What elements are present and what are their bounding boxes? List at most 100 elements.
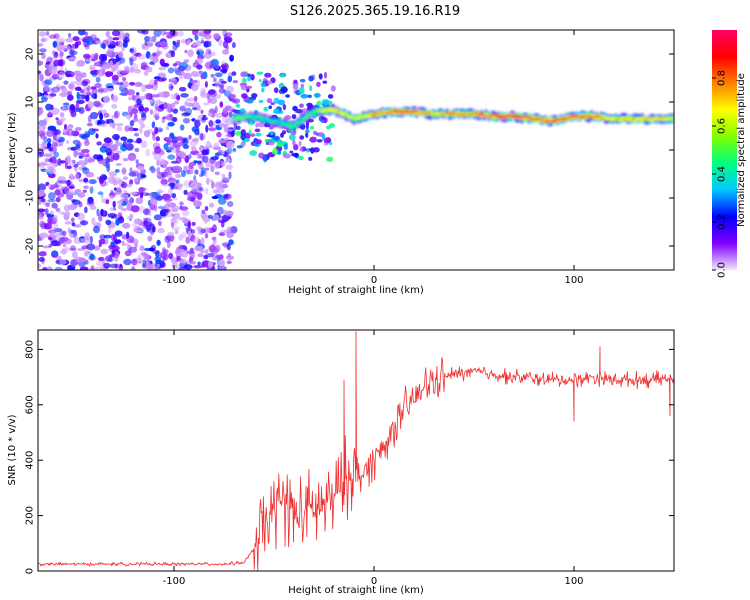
noise-blob xyxy=(144,45,149,51)
noise-blob xyxy=(221,173,226,179)
noise-blob xyxy=(195,152,202,157)
noise-blob xyxy=(44,79,53,86)
transition-blob xyxy=(321,133,326,141)
noise-blob xyxy=(170,85,174,89)
noise-blob xyxy=(210,156,219,161)
noise-blob xyxy=(163,198,173,202)
noise-blob xyxy=(186,97,195,102)
noise-blob xyxy=(155,195,164,201)
y-tick-label: 800 xyxy=(25,340,36,359)
noise-blob xyxy=(121,243,130,247)
noise-blob xyxy=(61,248,67,255)
noise-blob xyxy=(203,30,212,35)
colorbar-axes: 0.0 0.2 0.4 0.6 0.8 xyxy=(712,70,728,278)
transition-blob xyxy=(256,71,264,75)
noise-blob xyxy=(64,221,72,225)
transition-blob xyxy=(277,150,282,155)
colorbar-bar xyxy=(712,30,737,270)
ridge-cell xyxy=(565,117,571,120)
noise-blob xyxy=(45,103,53,111)
noise-blob xyxy=(141,113,147,121)
noise-blob xyxy=(63,80,69,85)
noise-blob xyxy=(52,251,59,257)
noise-blob xyxy=(45,202,50,208)
noise-blob xyxy=(89,186,94,194)
colorbar-tick-label: 0.0 xyxy=(717,262,728,278)
noise-blob xyxy=(135,95,140,100)
x-tick-label: -100 xyxy=(163,275,186,286)
noise-blob xyxy=(213,239,217,244)
noise-blob xyxy=(108,171,118,177)
ridge-cell xyxy=(257,115,263,118)
noise-blob xyxy=(87,100,94,109)
noise-blob xyxy=(183,72,192,80)
noise-blob xyxy=(186,39,192,44)
noise-blob xyxy=(109,195,115,200)
noise-blob xyxy=(176,39,181,45)
noise-blob xyxy=(200,109,204,115)
noise-blob xyxy=(83,177,89,183)
noise-blob xyxy=(145,66,153,73)
noise-blob xyxy=(84,250,89,257)
y-tick-label: 600 xyxy=(25,395,36,414)
noise-blob xyxy=(174,173,182,179)
noise-blob xyxy=(184,100,189,107)
noise-blob xyxy=(55,242,62,247)
noise-blob xyxy=(204,169,208,178)
noise-blob xyxy=(178,233,184,242)
noise-blob xyxy=(111,233,115,242)
noise-blob xyxy=(147,128,154,134)
noise-blob xyxy=(226,140,235,149)
noise-blob xyxy=(38,200,42,205)
noise-blob xyxy=(149,99,154,104)
noise-blob xyxy=(59,236,69,242)
noise-blob xyxy=(74,189,82,193)
x-tick-label: 100 xyxy=(564,576,583,587)
noise-blob xyxy=(61,186,70,194)
noise-blob xyxy=(114,239,122,245)
noise-blob xyxy=(98,214,103,222)
noise-blob xyxy=(103,262,111,269)
noise-blob xyxy=(179,62,188,70)
noise-blob xyxy=(231,71,237,76)
noise-blob xyxy=(49,230,59,238)
noise-blob xyxy=(180,258,188,264)
noise-blob xyxy=(154,79,158,86)
transition-blob xyxy=(255,123,259,128)
noise-blob xyxy=(98,176,105,184)
noise-blob xyxy=(200,36,205,43)
noise-blob xyxy=(137,53,147,60)
noise-blob xyxy=(202,114,207,118)
noise-blob xyxy=(52,214,58,222)
noise-blob xyxy=(191,260,196,265)
noise-blob xyxy=(197,253,204,258)
noise-blob xyxy=(167,67,175,74)
noise-blob xyxy=(115,123,124,127)
noise-blob xyxy=(75,99,85,105)
noise-blob xyxy=(175,136,184,142)
noise-blob xyxy=(47,125,57,132)
noise-blob xyxy=(207,214,213,219)
noise-blob xyxy=(105,147,112,156)
noise-blob xyxy=(65,73,72,78)
noise-blob xyxy=(148,36,153,42)
noise-blob xyxy=(175,156,182,164)
noise-blob xyxy=(91,93,97,99)
noise-blob xyxy=(105,199,110,204)
transition-blob xyxy=(240,133,246,141)
noise-blob xyxy=(90,265,95,270)
noise-blob xyxy=(154,266,159,270)
transition-blob xyxy=(241,78,248,83)
noise-blob xyxy=(176,31,184,37)
noise-blob xyxy=(165,211,174,218)
y-tick-label: -20 xyxy=(25,238,36,254)
noise-blob xyxy=(130,205,140,213)
transition-blob xyxy=(251,93,258,98)
ridge-cell xyxy=(478,112,484,115)
noise-blob xyxy=(105,219,112,225)
noise-blob xyxy=(82,189,87,193)
noise-blob xyxy=(72,192,79,196)
noise-blob xyxy=(181,232,187,239)
noise-blob xyxy=(196,160,203,164)
noise-blob xyxy=(128,127,135,132)
